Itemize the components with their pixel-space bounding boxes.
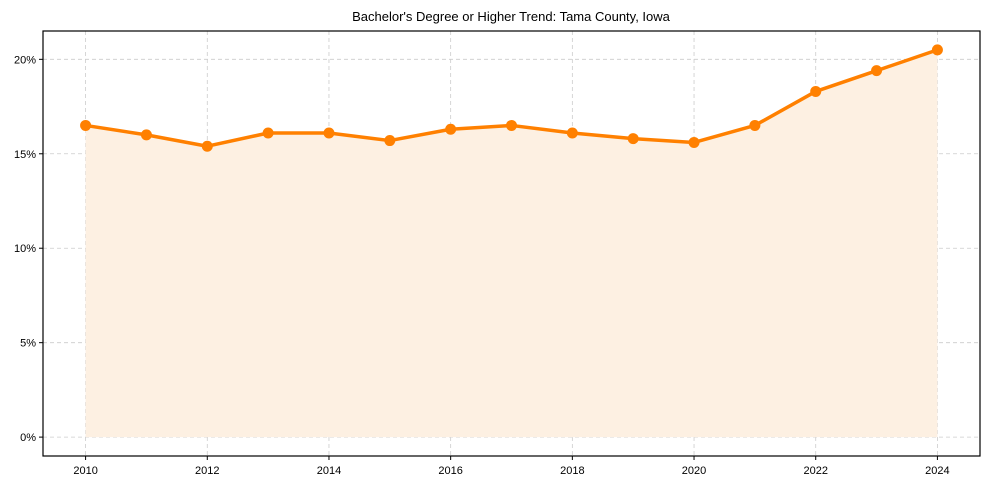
data-point: [688, 136, 700, 148]
x-axis: 2010 2012 2014 2016 2018 2020 2022 2024: [73, 456, 950, 477]
data-point: [506, 119, 517, 131]
x-tick-label: 2016: [438, 465, 462, 477]
x-tick-label: 2018: [560, 465, 584, 477]
data-point: [627, 133, 639, 145]
data-point: [871, 65, 883, 77]
y-tick-label: 5%: [20, 338, 36, 350]
data-markers: [80, 44, 943, 152]
data-point: [323, 127, 335, 139]
data-point: [80, 119, 92, 131]
data-point: [201, 140, 213, 152]
data-point: [262, 127, 274, 139]
chart-title: Bachelor's Degree or Higher Trend: Tama …: [352, 9, 671, 24]
x-tick-label: 2024: [925, 465, 949, 477]
x-tick-label: 2014: [317, 465, 341, 477]
y-tick-label: 0%: [20, 432, 36, 444]
data-point: [384, 135, 396, 147]
data-point: [140, 129, 152, 141]
area-fill: [85, 49, 938, 438]
y-tick-label: 20%: [14, 54, 36, 66]
data-point: [931, 44, 943, 56]
data-point: [810, 85, 822, 97]
x-tick-label: 2022: [803, 465, 827, 477]
x-tick-label: 2010: [73, 465, 97, 477]
data-point: [566, 127, 578, 139]
x-tick-label: 2012: [195, 465, 219, 477]
y-tick-label: 10%: [14, 243, 36, 255]
data-point: [445, 123, 457, 135]
x-tick-label: 2020: [682, 465, 706, 477]
plot-frame: [42, 30, 981, 457]
y-axis: 0% 5% 10% 15% 20%: [14, 54, 43, 444]
y-tick-label: 15%: [14, 149, 36, 161]
data-point: [749, 119, 761, 131]
